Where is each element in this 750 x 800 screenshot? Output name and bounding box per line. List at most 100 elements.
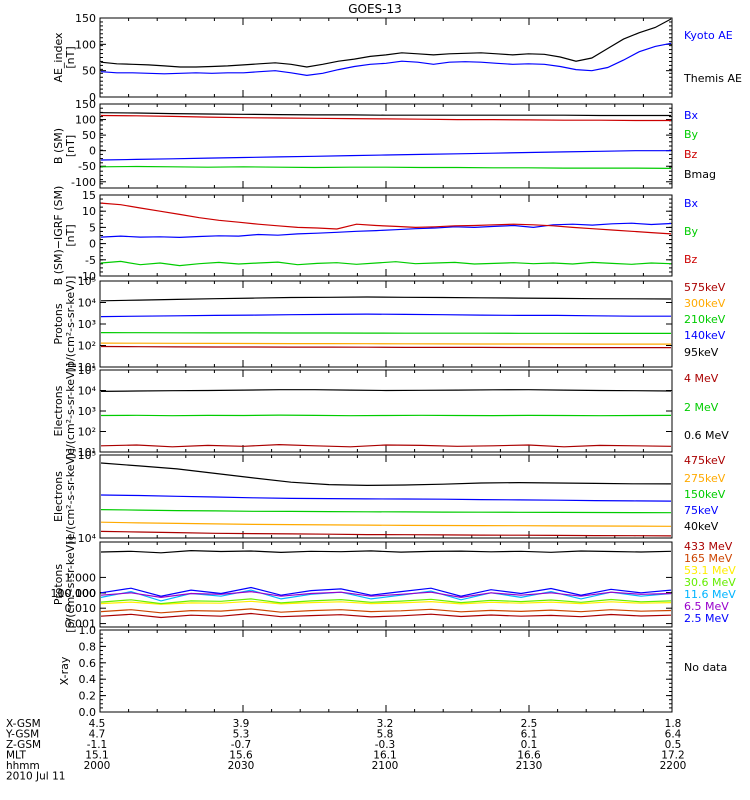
panel-frame — [99, 541, 673, 628]
legend-entry: 433 MeV — [684, 540, 733, 553]
legend-entry: 0.6 MeV — [684, 429, 729, 442]
legend-entry: 165 MeV — [684, 552, 733, 565]
series-line-433-mev — [100, 612, 672, 619]
y-axis-label: [nT] — [64, 46, 77, 68]
panel-frame — [99, 194, 673, 277]
series-line-575kev — [100, 345, 671, 349]
series-line-by — [100, 165, 672, 169]
y-tick-label: 50 — [82, 129, 96, 142]
x-axis-value: 6.4 — [665, 729, 682, 741]
y-tick-label: 10⁴ — [78, 532, 97, 545]
x-axis-row-label: hhmm — [6, 760, 40, 772]
legend-entry: 210keV — [684, 313, 726, 326]
legend-entry: 95keV — [684, 346, 719, 359]
series-line-165-mev — [100, 608, 672, 614]
panel-2: -100 -50 0 50 100 150 B (SM) [nT] Bx By Bz Bmag — [52, 98, 716, 189]
series-line-475kev — [100, 530, 672, 537]
series-line-0.6-mev — [100, 389, 672, 392]
series-line-4-mev — [100, 443, 672, 448]
y-tick-label: 10² — [78, 340, 96, 353]
series-line-2-mev — [100, 414, 672, 417]
series-line-300kev — [100, 342, 671, 345]
y-tick-label: 10⁵ — [78, 275, 96, 288]
y-axis-label: X-ray — [58, 656, 71, 685]
y-axis-label: AE_index — [52, 32, 65, 83]
y-axis-label: [nT] — [64, 135, 77, 157]
y-axis-label: [p/(cm²-s-sr-keV)] — [64, 536, 77, 633]
y-tick-label: -100 — [71, 176, 96, 189]
y-tick-label: 10 — [82, 205, 96, 218]
y-tick-label: 10⁵ — [78, 449, 96, 462]
x-axis-table: X-GSM 4.5 3.9 3.2 2.5 1.8 Y-GSM 4.7 5.3 5.8 6.1 6.4… — [5, 718, 686, 783]
x-axis-value: 16.6 — [517, 750, 541, 762]
y-tick-label: 0.0 — [79, 706, 97, 719]
legend-entry: 40keV — [684, 520, 719, 533]
legend-entry: 53.1 MeV — [684, 564, 736, 577]
series-line-210kev — [100, 332, 671, 334]
x-axis-value: 6.1 — [521, 729, 538, 741]
x-axis-value: 5.8 — [377, 729, 394, 741]
y-axis-label: Electrons — [52, 471, 65, 522]
x-axis-value: 4.5 — [89, 718, 106, 730]
y-tick-label: -50 — [78, 160, 96, 173]
panel-6: 10⁴ 10⁵ Electrons [e/(cm²-s-sr-keV)] 475keV 2… — [52, 448, 726, 545]
series-line-by — [100, 260, 672, 267]
x-axis-row-label: Z-GSM — [6, 739, 41, 751]
y-tick-label: 0.6 — [79, 657, 97, 670]
x-axis-row-label: Y-GSM — [5, 729, 39, 741]
legend-entry: 575keV — [684, 281, 726, 294]
y-tick-label: 10⁵ — [78, 364, 96, 377]
x-axis-value: -0.7 — [231, 739, 252, 751]
y-tick-label: 50 — [82, 65, 96, 78]
x-axis-value: 15.1 — [85, 750, 108, 762]
y-tick-label: 10⁴ — [78, 385, 97, 398]
y-tick-label: 100 — [75, 114, 96, 127]
y-axis-label: [nT] — [64, 224, 77, 246]
panel-7: 0.001 0.010 0.100 1.000 10.000100.000Protons… — [51, 536, 737, 633]
x-axis-value: 16.1 — [373, 750, 396, 762]
series-line-275kev — [100, 521, 672, 527]
panel-frame — [99, 280, 673, 368]
y-axis-label: B (SM)−IGRF (SM) — [52, 186, 65, 286]
x-axis-value: 5.3 — [233, 729, 250, 741]
legend-entry: 30.6 MeV — [684, 576, 736, 589]
y-tick-label: 10³ — [78, 405, 96, 418]
y-tick-label: 0.010 — [65, 602, 97, 615]
y-axis-label: [e/(cm²-s-sr-keV)] — [64, 363, 77, 459]
legend-entry: 475keV — [684, 454, 726, 467]
legend-entry: 11.6 MeV — [684, 588, 736, 601]
y-tick-label: 1.000 — [65, 571, 97, 584]
legend-entry: 275keV — [684, 472, 726, 485]
legend-entry: By — [684, 128, 699, 141]
x-axis-value: 2030 — [228, 760, 255, 772]
series-line-bmag — [100, 112, 671, 117]
x-axis-value: 0.1 — [521, 739, 538, 751]
x-axis-value: 17.2 — [661, 750, 684, 762]
panel-5: 10¹ 10² 10³ 10⁴ 10⁵ Electrons [e/(cm²-s-sr-keV… — [52, 363, 729, 459]
legend-entry: 2 MeV — [684, 401, 719, 414]
y-axis-label: Protons — [52, 564, 65, 605]
y-tick-label: 0 — [89, 238, 96, 251]
x-axis-value: 2000 — [84, 760, 111, 772]
legend-entry: Themis AE — [683, 72, 742, 85]
series-line-75kev — [100, 494, 672, 502]
panel-3: -10 -5 0 5 10 15 B (SM)−IGRF (SM) [nT] Bx By Bz — [52, 186, 699, 286]
x-axis-value: 2.5 — [521, 718, 538, 730]
y-axis-label: [p/(cm²-s-sr-keV)] — [64, 276, 77, 373]
panel-frame — [99, 17, 673, 98]
legend-entry: 75keV — [684, 504, 719, 517]
series-line-kyoto-ae — [100, 42, 672, 77]
y-tick-label: 0.8 — [79, 640, 97, 653]
y-tick-label: 10⁴ — [78, 297, 97, 310]
y-tick-label: 0 — [89, 145, 96, 158]
series-line-150kev — [100, 509, 672, 514]
y-axis-label: [e/(cm²-s-sr-keV)] — [64, 448, 77, 544]
series-line-bz — [100, 114, 671, 122]
legend-entry: 6.5 MeV — [684, 600, 729, 613]
legend-entry: 2.5 MeV — [684, 612, 729, 625]
panel-1: 0 50 100 150 AE_index [nT] Kyoto AE Themis AE — [52, 12, 742, 104]
y-axis-label: Protons — [52, 303, 65, 344]
series-line-themis-ae — [100, 18, 672, 68]
